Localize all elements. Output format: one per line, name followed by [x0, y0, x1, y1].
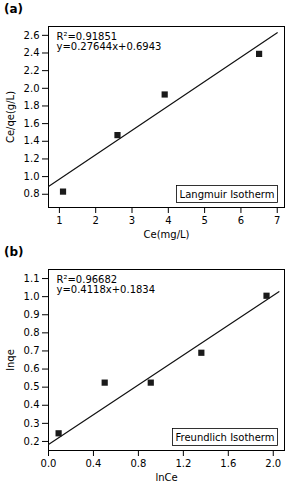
- svg-text:1.0: 1.0: [24, 291, 40, 302]
- svg-text:2.0: 2.0: [265, 458, 281, 469]
- svg-text:Ce/qe(g/L): Ce/qe(g/L): [5, 91, 16, 143]
- svg-text:R²=0.96682y=0.4118x+0.1834: R²=0.96682y=0.4118x+0.1834: [57, 274, 156, 295]
- svg-text:3: 3: [129, 215, 135, 226]
- svg-text:2.0: 2.0: [24, 83, 40, 94]
- svg-text:0.8: 0.8: [24, 188, 40, 199]
- svg-text:0.4: 0.4: [24, 399, 40, 410]
- svg-text:1.8: 1.8: [24, 100, 40, 111]
- svg-text:0.0: 0.0: [41, 458, 57, 469]
- svg-text:1: 1: [56, 215, 62, 226]
- svg-text:6: 6: [238, 215, 244, 226]
- svg-text:0.8: 0.8: [24, 327, 40, 338]
- svg-text:0.9: 0.9: [24, 309, 40, 320]
- svg-text:R²=0.91851y=0.27644x+0.6943: R²=0.91851y=0.27644x+0.6943: [57, 31, 162, 52]
- svg-text:0.7: 0.7: [24, 345, 40, 356]
- svg-text:lnqe: lnqe: [5, 349, 16, 371]
- svg-text:Langmuir Isotherm: Langmuir Isotherm: [180, 189, 275, 200]
- svg-text:2.4: 2.4: [24, 47, 40, 58]
- svg-text:0.2: 0.2: [24, 436, 40, 447]
- html-text:(b): (b): [4, 245, 24, 259]
- svg-text:0.8: 0.8: [130, 458, 146, 469]
- svg-text:0.5: 0.5: [24, 381, 40, 392]
- svg-text:5: 5: [201, 215, 207, 226]
- svg-text:1.6: 1.6: [220, 458, 236, 469]
- svg-text:1.0: 1.0: [24, 171, 40, 182]
- svg-text:4: 4: [165, 215, 171, 226]
- svg-text:Freundlich Isotherm: Freundlich Isotherm: [175, 432, 274, 443]
- svg-text:Ce(mg/L): Ce(mg/L): [144, 229, 190, 240]
- svg-text:2.2: 2.2: [24, 65, 40, 76]
- svg-text:1.2: 1.2: [175, 458, 191, 469]
- svg-text:lnCe: lnCe: [155, 472, 177, 483]
- svg-text:2.6: 2.6: [24, 30, 40, 41]
- svg-text:0.3: 0.3: [24, 418, 40, 429]
- svg-text:1.6: 1.6: [24, 118, 40, 129]
- html-text:(a): (a): [4, 2, 24, 16]
- svg-text:1.2: 1.2: [24, 153, 40, 164]
- svg-text:1.4: 1.4: [24, 135, 40, 146]
- svg-text:2: 2: [93, 215, 99, 226]
- svg-text:1.1: 1.1: [24, 273, 40, 284]
- svg-text:0.4: 0.4: [85, 458, 101, 469]
- svg-text:7: 7: [274, 215, 280, 226]
- svg-text:0.6: 0.6: [24, 363, 40, 374]
